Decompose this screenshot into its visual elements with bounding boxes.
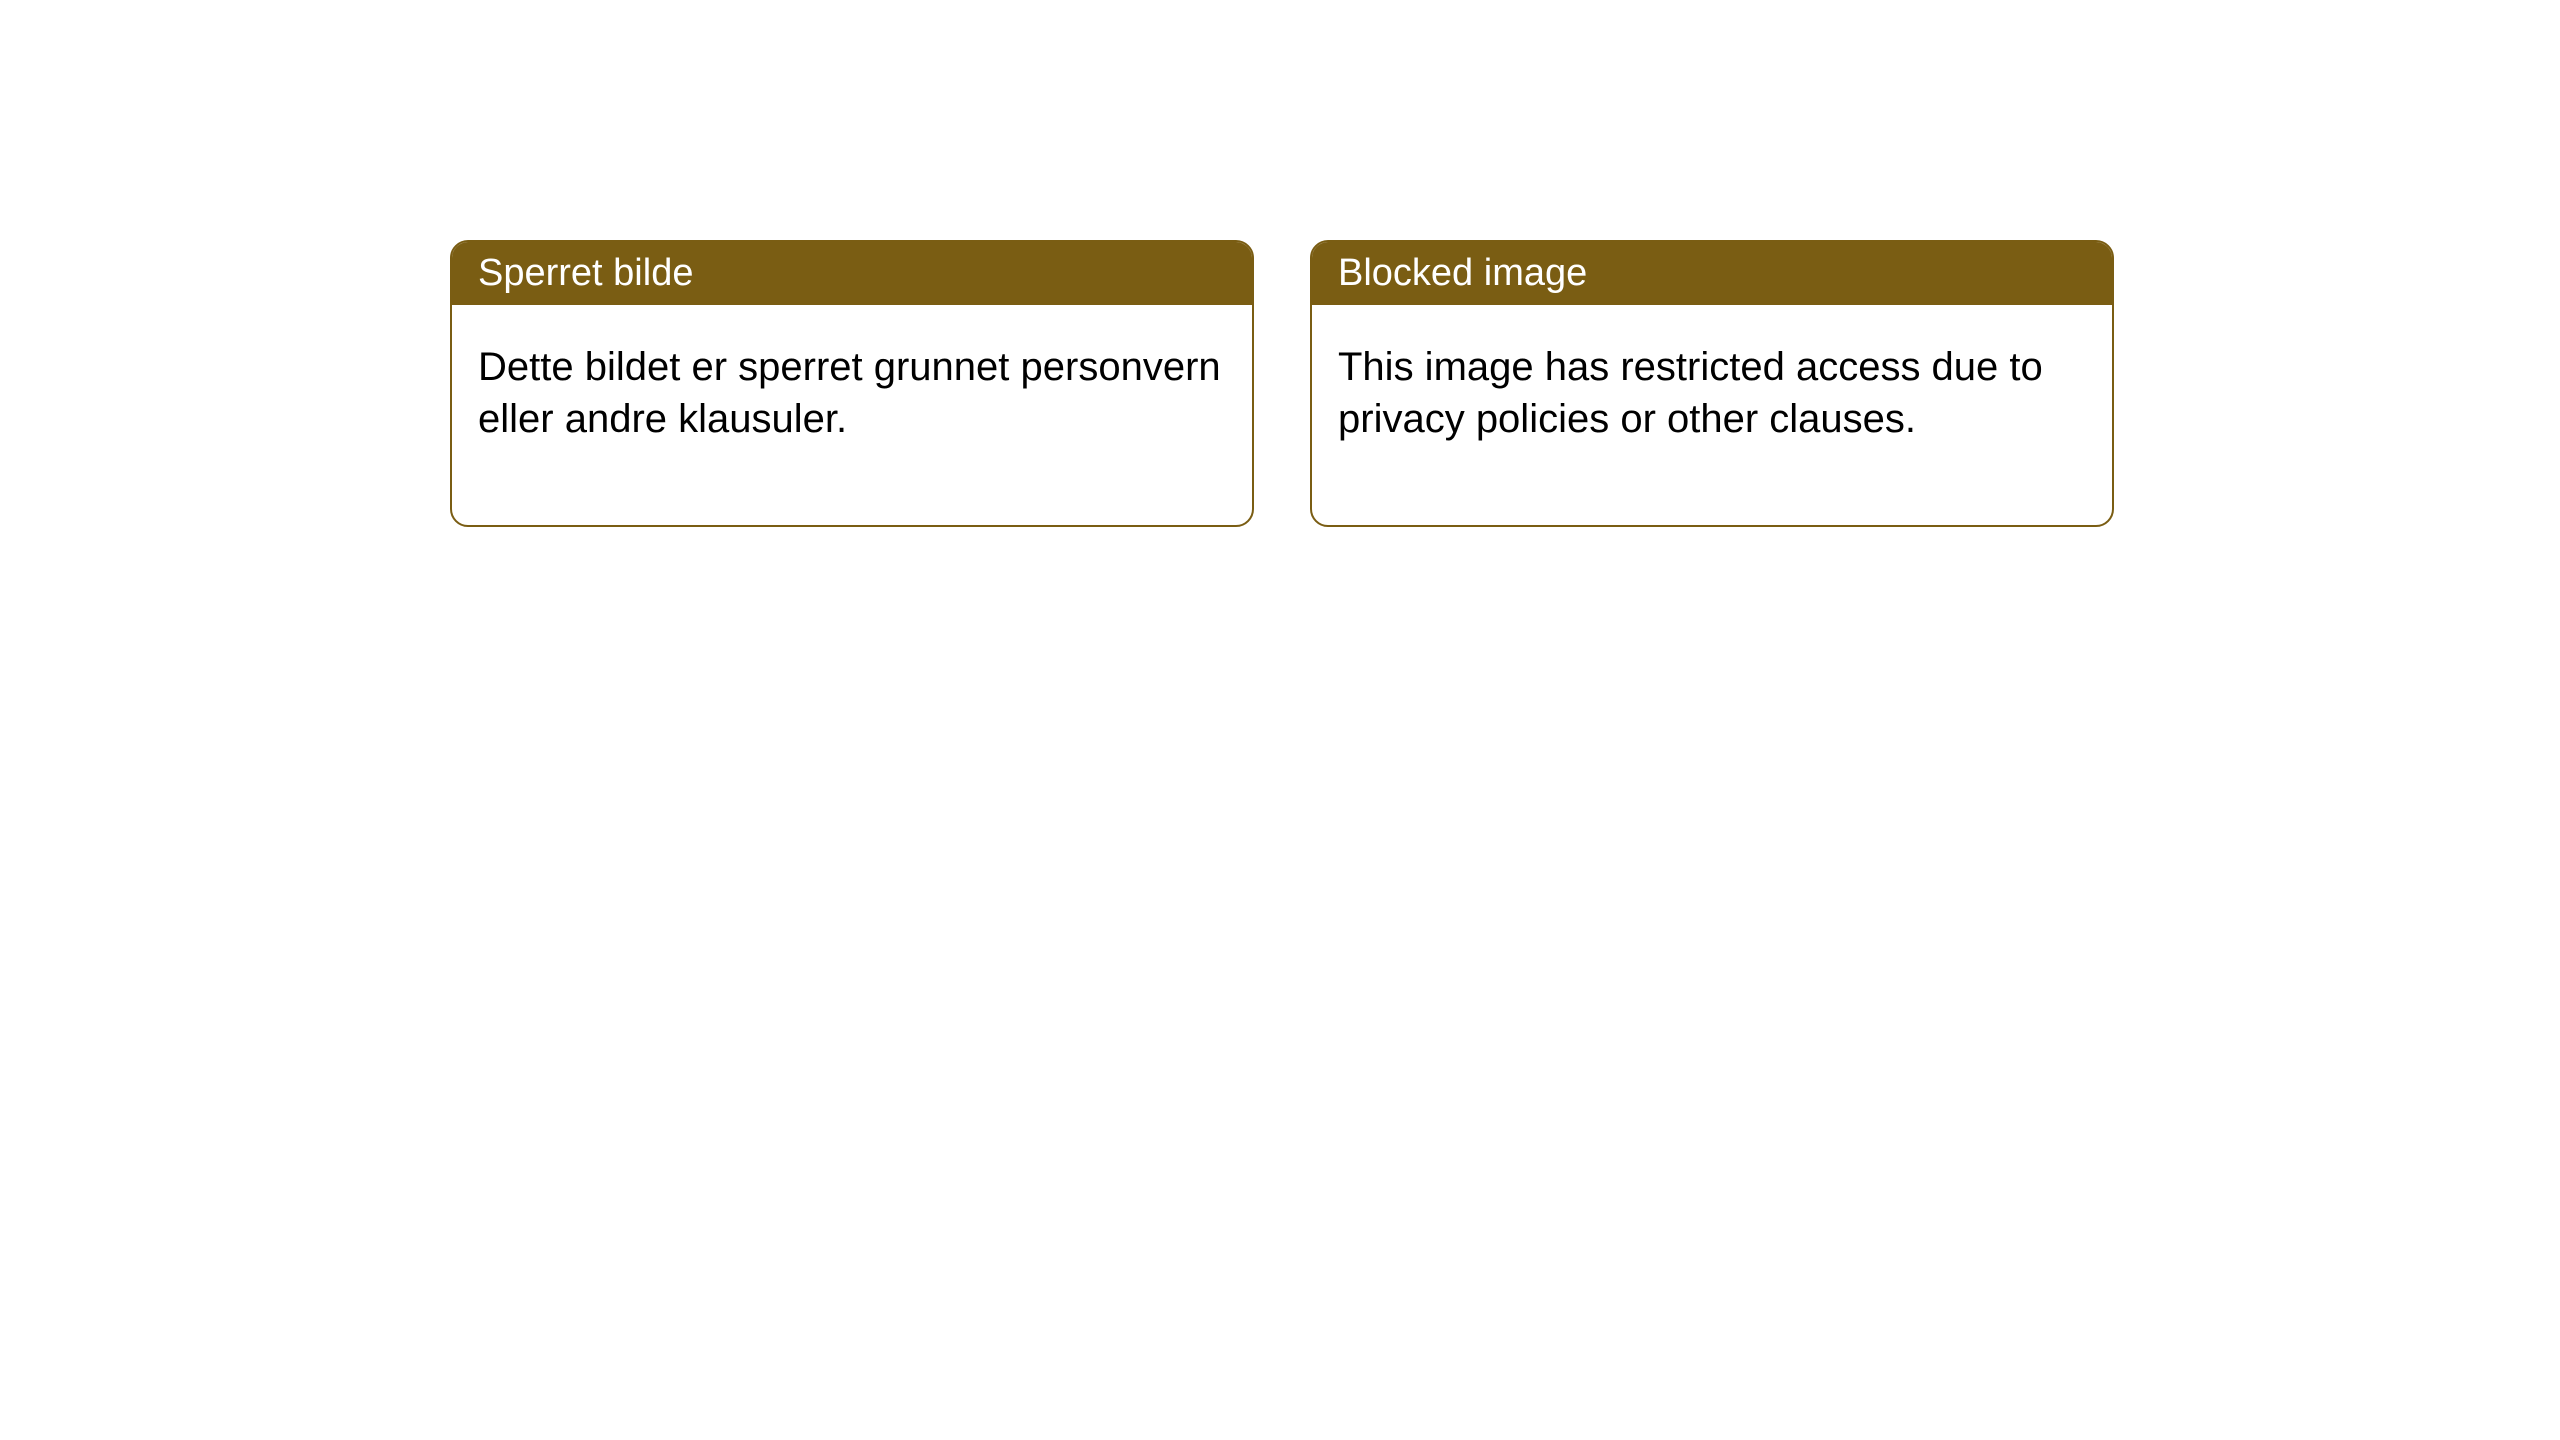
card-header-english: Blocked image (1312, 242, 2112, 305)
blocked-image-card-english: Blocked image This image has restricted … (1310, 240, 2114, 527)
card-body-norwegian: Dette bildet er sperret grunnet personve… (452, 305, 1252, 525)
card-body-english: This image has restricted access due to … (1312, 305, 2112, 525)
blocked-image-card-norwegian: Sperret bilde Dette bildet er sperret gr… (450, 240, 1254, 527)
blocked-image-notice-container: Sperret bilde Dette bildet er sperret gr… (450, 240, 2560, 527)
card-header-norwegian: Sperret bilde (452, 242, 1252, 305)
